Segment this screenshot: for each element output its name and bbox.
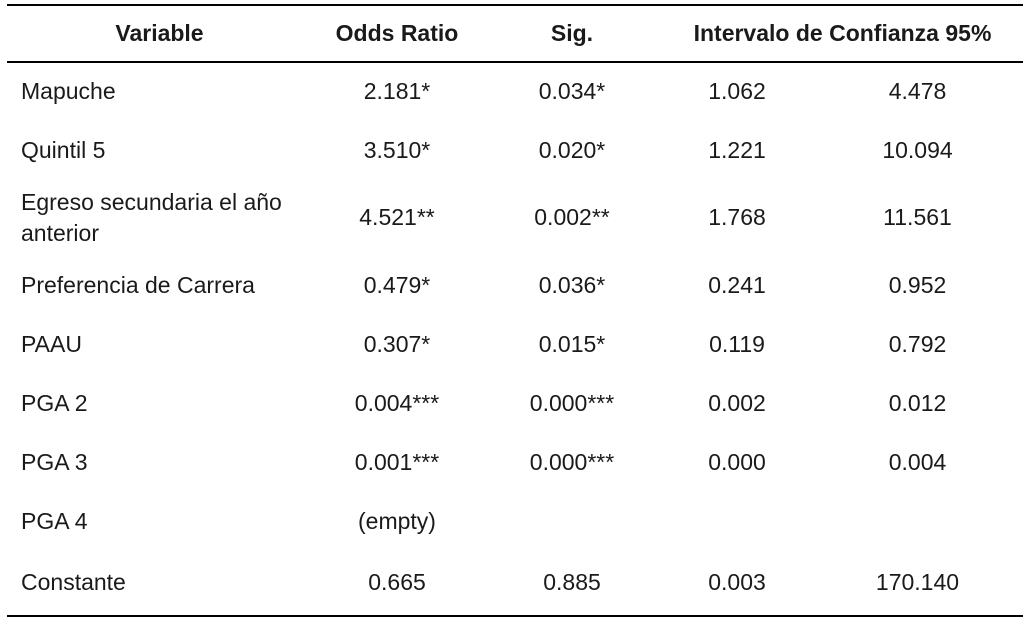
odds-ratio-cell: 4.521** (359, 204, 435, 231)
variable-cell: Egreso secundaria el año anterior (21, 188, 282, 246)
ci-lower-cell: 0.003 (708, 569, 766, 596)
variable-cell: PAAU (21, 330, 82, 357)
variable-cell: Preferencia de Carrera (21, 271, 255, 298)
ci-lower-cell: 0.002 (708, 389, 766, 416)
variable-cell: Constante (21, 569, 126, 596)
column-header-confidence-interval: Intervalo de Confianza 95% (693, 19, 992, 46)
ci-upper-cell: 0.792 (888, 330, 947, 357)
sig-cell: 0.885 (543, 569, 601, 596)
variable-cell: Mapuche (21, 78, 116, 105)
table-row: PGA 2 0.004*** 0.000*** 0.002 0.012 (7, 374, 1023, 433)
table-row: Constante 0.665 0.885 0.003 170.140 (7, 551, 1023, 616)
ci-lower-cell: 1.768 (708, 204, 766, 231)
ci-upper-cell: 0.004 (888, 448, 947, 475)
odds-ratio-cell: (empty) (358, 507, 436, 534)
variable-cell: PGA 4 (21, 507, 88, 534)
sig-cell: 0.015* (538, 330, 606, 357)
sig-cell: 0.020* (538, 136, 606, 163)
table-row: Preferencia de Carrera 0.479* 0.036* 0.2… (7, 256, 1023, 315)
regression-results-table: Variable Odds Ratio Sig. Intervalo de Co… (7, 4, 1023, 617)
odds-ratio-cell: 0.004*** (354, 389, 440, 416)
ci-lower-cell: 0.000 (708, 448, 766, 475)
table-row: PGA 3 0.001*** 0.000*** 0.000 0.004 (7, 433, 1023, 492)
table-row: Mapuche 2.181* 0.034* 1.062 4.478 (7, 62, 1023, 121)
header-row: Variable Odds Ratio Sig. Intervalo de Co… (7, 5, 1023, 62)
column-header-odds-ratio: Odds Ratio (335, 19, 459, 46)
table-row: Egreso secundaria el año anterior 4.521*… (7, 180, 1023, 256)
ci-upper-cell: 0.012 (888, 389, 947, 416)
ci-lower-cell: 1.221 (708, 136, 766, 163)
ci-upper-cell: 11.561 (883, 204, 952, 231)
ci-upper-cell: 10.094 (882, 136, 953, 163)
ci-lower-cell: 0.241 (708, 271, 766, 298)
table-row: PGA 4 (empty) (7, 492, 1023, 551)
odds-ratio-cell: 0.001*** (354, 448, 440, 475)
ci-lower-cell: 1.062 (708, 78, 766, 105)
odds-ratio-cell: 0.479* (363, 271, 431, 298)
table-header: Variable Odds Ratio Sig. Intervalo de Co… (7, 5, 1023, 62)
variable-cell: Quintil 5 (21, 136, 106, 163)
ci-upper-cell (812, 492, 1023, 551)
odds-ratio-cell: 0.307* (363, 330, 431, 357)
column-header-sig: Sig. (550, 19, 594, 46)
ci-lower-cell: 0.119 (709, 330, 765, 357)
table-body: Mapuche 2.181* 0.034* 1.062 4.478 Quinti… (7, 62, 1023, 616)
sig-cell: 0.034* (538, 78, 606, 105)
ci-lower-cell (662, 492, 812, 551)
column-header-variable: Variable (115, 19, 204, 46)
sig-cell (482, 492, 662, 551)
table-row: PAAU 0.307* 0.015* 0.119 0.792 (7, 315, 1023, 374)
sig-cell: 0.000*** (529, 389, 615, 416)
odds-ratio-cell: 3.510* (363, 136, 431, 163)
sig-cell: 0.036* (538, 271, 606, 298)
odds-ratio-cell: 0.665 (368, 569, 426, 596)
ci-upper-cell: 4.478 (888, 78, 947, 105)
sig-cell: 0.000*** (529, 448, 615, 475)
odds-ratio-cell: 2.181* (363, 78, 431, 105)
ci-upper-cell: 170.140 (875, 569, 960, 596)
variable-cell: PGA 3 (21, 448, 88, 475)
variable-cell: PGA 2 (21, 389, 88, 416)
sig-cell: 0.002** (534, 204, 610, 231)
table-row: Quintil 5 3.510* 0.020* 1.221 10.094 (7, 121, 1023, 180)
ci-upper-cell: 0.952 (888, 271, 947, 298)
